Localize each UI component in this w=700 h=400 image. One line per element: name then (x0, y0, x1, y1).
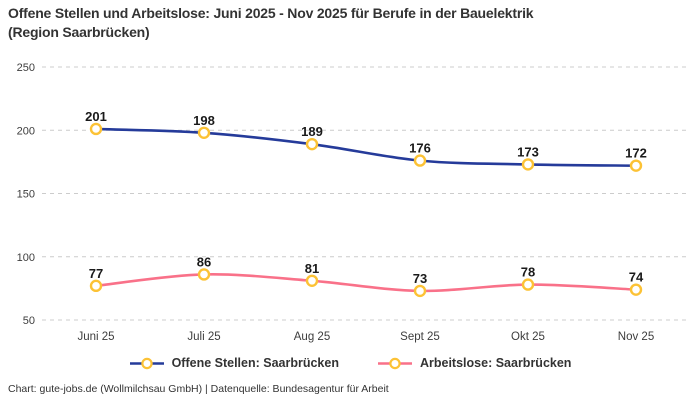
legend-marker-icon (129, 357, 164, 369)
data-point-label: 189 (301, 124, 323, 139)
chart-canvas: 50 100 150 200 250 Juni 25 Juli 25 Aug 25 Sept 2… (17, 62, 690, 343)
data-point-label: 176 (409, 141, 431, 156)
x-axis-label: Nov 25 (618, 331, 654, 343)
data-point-label: 77 (89, 266, 103, 281)
x-axis-label: Okt 25 (511, 331, 545, 343)
data-point-label: 198 (193, 113, 215, 128)
y-axis-tick: 250 (17, 62, 35, 74)
y-axis-tick: 100 (17, 252, 35, 264)
data-point-marker[interactable] (89, 122, 103, 136)
data-point-label: 172 (625, 146, 647, 161)
y-axis-tick: 200 (17, 125, 35, 137)
data-point-marker[interactable] (629, 159, 643, 172)
data-point-marker[interactable] (629, 283, 643, 296)
x-axis-label: Aug 25 (294, 331, 330, 343)
data-point-label: 173 (517, 144, 539, 159)
y-axis-tick: 150 (17, 189, 35, 201)
legend-item-1[interactable]: Arbeitslose: Saarbrücken (377, 356, 571, 370)
data-point-marker[interactable] (521, 278, 535, 291)
data-point-label: 74 (629, 270, 644, 285)
data-point-marker[interactable] (197, 126, 211, 139)
series-line-0 (94, 127, 638, 167)
data-point-marker[interactable] (413, 284, 427, 298)
data-point-label: 78 (521, 265, 535, 280)
data-point-marker[interactable] (305, 137, 319, 151)
legend-item-0[interactable]: Offene Stellen: Saarbrücken (129, 356, 339, 370)
data-point-marker[interactable] (305, 274, 319, 287)
x-axis-label: Sept 25 (400, 331, 440, 343)
x-axis-label: Juni 25 (77, 331, 114, 343)
chart-legend: Offene Stellen: Saarbrücken Arbeitslose: … (0, 356, 700, 370)
data-point-label: 81 (305, 261, 319, 276)
data-point-label: 73 (413, 271, 427, 286)
chart-source-caption: Chart: gute-jobs.de (Wollmilchsau GmbH) … (8, 383, 389, 395)
data-point-label: 201 (85, 109, 107, 124)
data-point-marker[interactable] (197, 268, 211, 281)
data-point-marker[interactable] (413, 154, 427, 167)
chart-title: Offene Stellen und Arbeitslose: Juni 202… (8, 5, 534, 40)
legend-label: Arbeitslose: Saarbrücken (419, 356, 572, 370)
x-axis-label: Juli 25 (187, 331, 220, 343)
y-axis-tick: 50 (23, 315, 35, 327)
data-point-marker[interactable] (521, 158, 535, 171)
data-point-marker[interactable] (89, 279, 103, 293)
data-point-label: 86 (197, 254, 211, 269)
legend-marker-icon (377, 357, 412, 369)
legend-label: Offene Stellen: Saarbrücken (171, 356, 339, 370)
series-line-1 (94, 273, 638, 293)
